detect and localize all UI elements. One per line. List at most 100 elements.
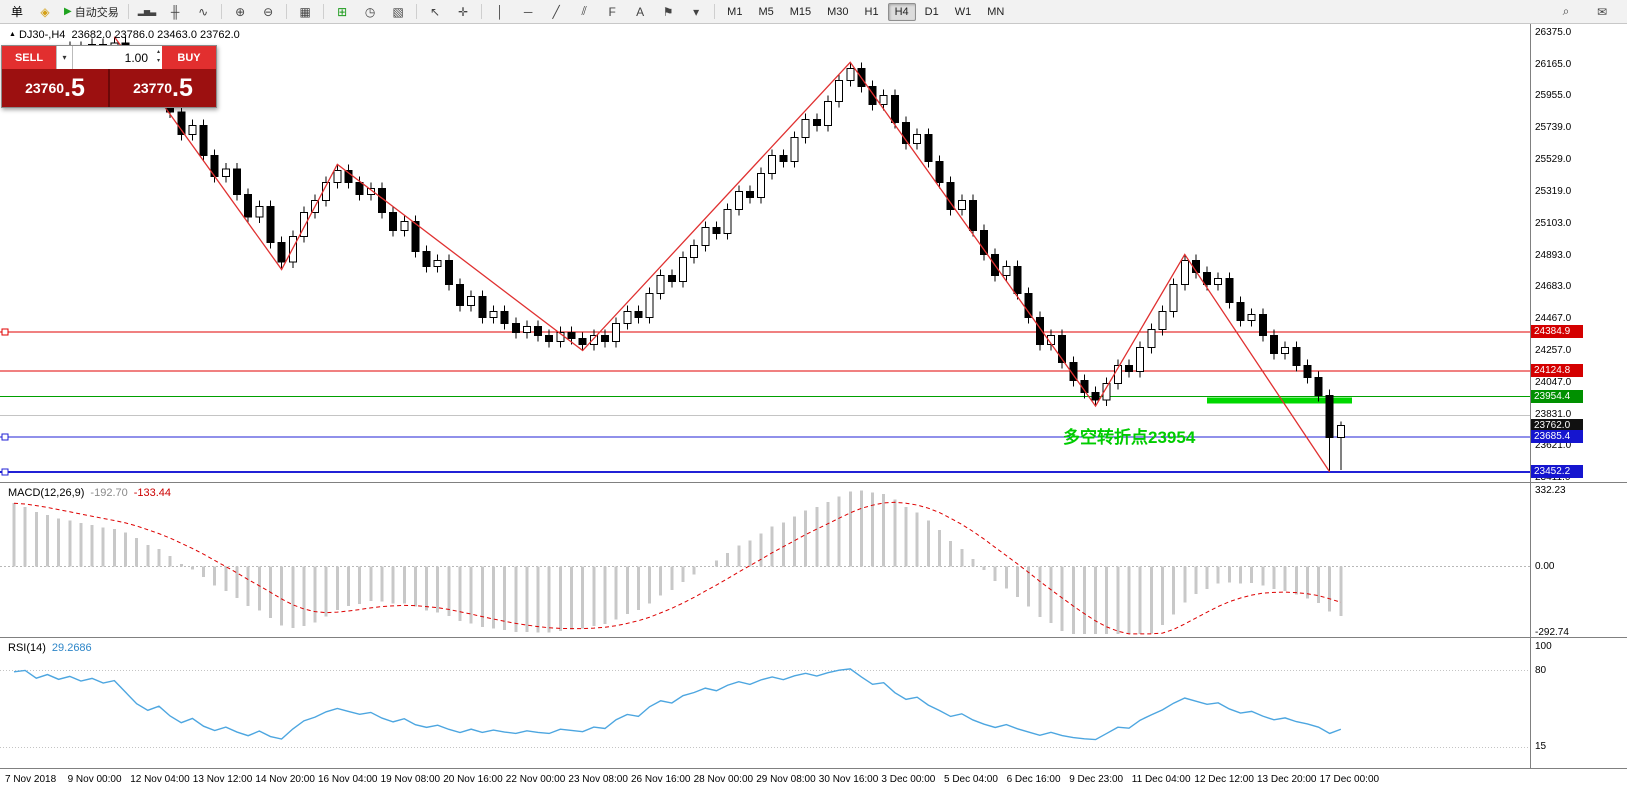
main-chart-svg[interactable] <box>0 24 1530 482</box>
macd-tick: 0.00 <box>1535 560 1555 572</box>
pivot-annotation[interactable]: 多空转折点23954 <box>1063 428 1196 447</box>
macd-svg <box>0 490 1530 635</box>
price-tag-23762.0: 23762.0 <box>1531 418 1583 432</box>
rsi-tick: 15 <box>1535 741 1547 753</box>
one-click-trading-panel: SELL ▾ 1.00 ▴ ▾ BUY 23760.5 23770.5 <box>1 45 217 108</box>
timeframe-m30[interactable]: M30 <box>827 5 849 18</box>
time-label: 22 Nov 00:00 <box>505 774 566 785</box>
indicators-icon[interactable]: ⊞ <box>337 4 348 19</box>
toolbar-separator <box>481 4 483 19</box>
time-label: 9 Dec 23:00 <box>1069 774 1124 785</box>
price-tick: 26165.0 <box>1535 58 1572 70</box>
toolbar-icon-groups: ▂▅▃ ╫ ∿ ⊕ ⊖ ▦ ⊞ ◷ ▧ ↖ ✛ │ ─ ╱ ⫽ F A ⚑ ▾ <box>133 1 710 22</box>
tile-windows-icon[interactable]: ▦ <box>299 4 311 19</box>
timeframe-m5[interactable]: M5 <box>758 5 774 18</box>
price-tick: 24467.0 <box>1535 313 1572 325</box>
time-label: 29 Nov 08:00 <box>756 774 816 785</box>
zigzag-line[interactable] <box>113 36 1331 473</box>
macd-histogram <box>12 490 1343 634</box>
fibonacci-icon[interactable]: F <box>608 4 616 19</box>
zoom-in-icon[interactable]: ⊕ <box>235 4 246 19</box>
price-tick: 24047.0 <box>1535 376 1572 388</box>
volume-input[interactable]: 1.00 ▴ ▾ <box>73 46 162 69</box>
sell-button[interactable]: SELL <box>2 46 56 69</box>
text-icon[interactable]: A <box>636 4 645 19</box>
toolbar-separator <box>416 4 418 19</box>
zoom-out-icon[interactable]: ⊖ <box>263 4 274 19</box>
sound-icon[interactable]: ◈ <box>40 4 50 19</box>
macd-tick: -292.74 <box>1535 627 1569 639</box>
rsi-axis[interactable]: 100 80 15 <box>1530 637 1627 768</box>
toolbar-right-icons: ⌕ ✉ <box>1552 1 1624 22</box>
rsi-header: RSI(14) 29.2686 <box>8 642 92 654</box>
toolbar-separator <box>714 4 716 19</box>
green-support-segment[interactable] <box>1207 397 1352 404</box>
time-label: 13 Nov 12:00 <box>192 774 253 785</box>
rsi-svg <box>0 668 1530 748</box>
time-label: 14 Nov 20:00 <box>255 774 315 785</box>
macd-signal-line <box>13 501 1341 635</box>
candlestick-icon[interactable]: ╫ <box>170 4 180 19</box>
vertical-line-icon[interactable]: │ <box>496 4 504 19</box>
price-tick: 26375.0 <box>1535 27 1572 38</box>
main-chart-panel[interactable]: 多空转折点23954 <box>0 24 1530 482</box>
price-tick: 25529.0 <box>1535 154 1572 165</box>
buy-price-button[interactable]: 23770.5 <box>110 69 216 107</box>
price-tick: 23621.0 <box>1535 440 1572 452</box>
time-label: 13 Dec 20:00 <box>1257 774 1317 785</box>
autotrade-button[interactable]: ▶ 自动交易 <box>60 1 123 22</box>
line-handle[interactable] <box>1 468 9 476</box>
timeframe-h1[interactable]: H1 <box>864 5 879 18</box>
macd-name: MACD(12,26,9) <box>8 487 85 499</box>
line-handle[interactable] <box>1 328 9 336</box>
price-tag-24384.9: 24384.9 <box>1531 325 1583 339</box>
horizontal-line-icon[interactable]: ─ <box>523 4 533 19</box>
time-label: 23 Nov 08:00 <box>568 774 628 785</box>
volume-up-icon[interactable]: ▴ <box>156 49 160 55</box>
label-icon[interactable]: ⚑ <box>662 4 674 19</box>
autotrade-label: 自动交易 <box>74 6 119 19</box>
time-label: 12 Dec 12:00 <box>1194 774 1254 785</box>
line-handle[interactable] <box>1 433 9 441</box>
timeframe-w1[interactable]: W1 <box>954 5 972 18</box>
line-chart-icon[interactable]: ∿ <box>198 4 209 19</box>
macd-axis[interactable]: 332.23 0.00 -292.74 <box>1530 482 1627 639</box>
timeframe-d1[interactable]: D1 <box>924 5 939 18</box>
template-icon[interactable]: ▧ <box>392 4 404 19</box>
trendline-icon[interactable]: ╱ <box>552 4 560 19</box>
toolbar-separator <box>127 4 129 19</box>
channel-icon[interactable]: ⫽ <box>581 4 587 18</box>
crosshair-icon[interactable]: ✛ <box>458 4 469 19</box>
search-icon[interactable]: ⌕ <box>1562 4 1570 18</box>
sell-price-button[interactable]: 23760.5 <box>2 69 108 107</box>
price-tick: 24893.0 <box>1535 249 1572 261</box>
chat-icon[interactable]: ✉ <box>1596 4 1608 19</box>
time-label: 11 Dec 04:00 <box>1131 774 1191 785</box>
symbol-period-label: DJ30-,H4 <box>18 29 66 41</box>
macd-header: MACD(12,26,9) -192.70 -133.44 <box>8 487 171 499</box>
sell-price-main: 23760 <box>25 80 65 96</box>
timeframe-m15[interactable]: M15 <box>789 5 812 18</box>
timeframe-m1[interactable]: M1 <box>727 5 743 18</box>
time-axis[interactable]: 7 Nov 2018 9 Nov 00:00 12 Nov 04:00 13 Nov … <box>0 768 1627 793</box>
periods-icon[interactable]: ◷ <box>364 4 376 19</box>
timeframe-mn[interactable]: MN <box>987 5 1005 18</box>
rsi-tick: 80 <box>1535 664 1547 676</box>
lot-dropdown[interactable]: ▾ <box>56 46 73 69</box>
price-axis[interactable]: 26375.0 26165.0 25955.0 25739.0 25529.0 25319… <box>1530 24 1627 483</box>
macd-panel[interactable]: MACD(12,26,9) -192.70 -133.44 <box>0 482 1530 637</box>
time-label: 5 Dec 04:00 <box>944 774 998 785</box>
timeframe-h4[interactable]: H4 <box>887 2 916 21</box>
buy-button[interactable]: BUY <box>162 46 216 69</box>
rsi-line <box>13 668 1342 741</box>
rsi-panel[interactable]: RSI(14) 29.2686 <box>0 637 1530 768</box>
shapes-icon[interactable]: ▾ <box>693 4 700 19</box>
volume-down-icon[interactable]: ▾ <box>156 58 160 64</box>
buy-price-main: 23770 <box>133 80 173 96</box>
bar-chart-icon[interactable]: ▂▅▃ <box>137 7 157 16</box>
time-label: 17 Dec 00:00 <box>1319 774 1380 785</box>
macd-tick: 332.23 <box>1535 484 1566 496</box>
cursor-icon[interactable]: ↖ <box>430 4 441 19</box>
price-tick: 24257.0 <box>1535 344 1572 356</box>
new-order-button[interactable]: 单 <box>10 5 23 19</box>
